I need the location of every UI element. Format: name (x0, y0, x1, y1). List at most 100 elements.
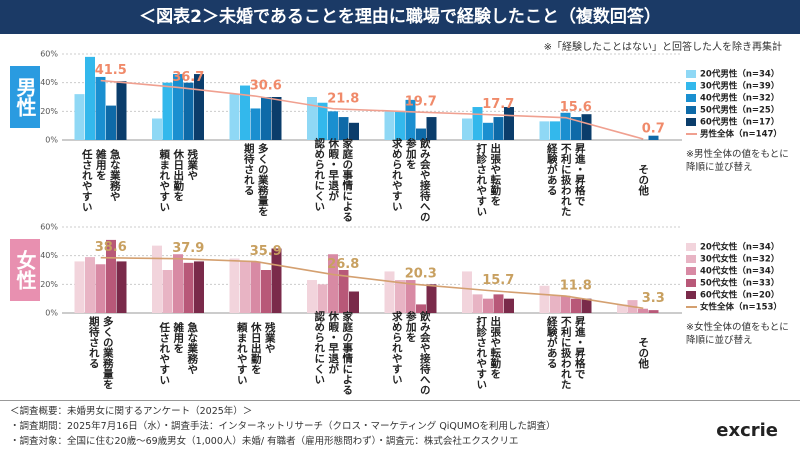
y-tick-label: 0% (45, 309, 58, 318)
bar (240, 261, 250, 313)
x-tick-label: その他 (637, 164, 650, 196)
value-label: 26.8 (327, 257, 359, 272)
legend-swatch (686, 82, 696, 90)
bar (426, 117, 437, 140)
legend-swatch (686, 94, 696, 102)
x-tick-label: その他 (637, 337, 650, 369)
x-tick-label: 急な業務や 雑用を 任されやすい (158, 321, 199, 385)
value-label: 0.7 (642, 121, 665, 136)
x-tick-label: 急な業務や 雑用を 任されやすい (80, 148, 121, 212)
bar (162, 270, 173, 313)
y-tick-label: 20% (40, 107, 58, 116)
legend-label: 40代女性（n=34） (700, 266, 779, 277)
bar (152, 245, 162, 313)
bar (338, 117, 349, 140)
bar (106, 239, 116, 313)
bar (229, 258, 240, 313)
legend-label: 20代女性（n=34） (700, 242, 779, 253)
legend-label: 女性全体（n=153） (700, 302, 782, 313)
bar (95, 264, 106, 313)
bar (571, 117, 581, 140)
bar (85, 56, 95, 140)
value-label: 35.9 (250, 244, 282, 259)
panel-label: 男性 (10, 66, 40, 128)
legend-label: 60代女性（n=20） (700, 290, 779, 301)
bar (250, 261, 261, 313)
bar (539, 285, 550, 313)
bar (581, 114, 592, 140)
bar (116, 81, 127, 140)
bar (638, 308, 648, 313)
bar (405, 280, 416, 313)
bar (617, 304, 627, 313)
bar (493, 117, 504, 140)
x-tick-label: 多くの業務量を 期待される (87, 316, 114, 390)
bar (338, 270, 349, 313)
bar (307, 280, 317, 313)
bar (539, 121, 550, 140)
bar (194, 74, 204, 140)
value-label: 17.7 (482, 97, 514, 112)
x-tick-label: 昇進・昇格で 不利に扱われた 経験がある (545, 316, 586, 390)
bar (483, 122, 493, 140)
bar (550, 121, 560, 140)
value-label: 36.7 (172, 70, 204, 85)
total-line (100, 256, 644, 310)
bar (395, 111, 405, 140)
value-label: 19.7 (405, 94, 437, 109)
bar (173, 74, 183, 140)
bar (317, 102, 328, 140)
footer-line: ＜調査概要：未婚男女に関するアンケート（2025年）＞ (10, 406, 253, 417)
legend-swatch (686, 279, 696, 287)
bar (472, 107, 483, 140)
bar (483, 298, 493, 313)
bar (384, 271, 395, 313)
legend-swatch (686, 243, 696, 251)
value-label: 11.8 (560, 279, 592, 294)
legend-swatch (686, 291, 696, 299)
note: ※「経験したことはない」と回答した人を除き再集計 (543, 42, 782, 53)
value-label: 15.7 (482, 273, 514, 288)
bar (462, 118, 472, 140)
legend-label: 50代男性（n=25） (700, 105, 779, 116)
legend-label: 60代男性（n=17） (700, 117, 779, 128)
bar (384, 111, 395, 140)
value-label: 37.9 (172, 241, 204, 256)
bar (395, 280, 405, 313)
legend-swatch (686, 255, 696, 263)
bar (116, 261, 127, 313)
panel-label: 女性 (10, 239, 40, 301)
value-label: 30.6 (250, 79, 282, 94)
bar (307, 97, 317, 140)
value-label: 3.3 (642, 291, 665, 306)
x-tick-label: 昇進・昇格で 不利に扱われた 経験がある (545, 143, 586, 217)
bar (426, 284, 437, 313)
total-line (100, 79, 644, 140)
value-label: 38.6 (95, 240, 127, 255)
bar (85, 257, 95, 313)
bar (416, 304, 426, 313)
bar (250, 108, 261, 140)
bar (328, 111, 338, 140)
bar (493, 294, 504, 313)
title: ＜図表2＞未婚であることを理由に職場で経験したこと（複数回答） (0, 0, 800, 34)
bar (271, 248, 282, 313)
value-label: 20.3 (405, 266, 437, 281)
x-tick-label: 出張や転勤を 打診されやすい (475, 316, 502, 390)
x-tick-label: 多くの業務量を 期待される (242, 143, 269, 217)
bar (74, 94, 85, 140)
footer-line: ・調査期間：2025年7月16日（水）・調査手法：インターネットリサーチ（クロス… (10, 421, 556, 432)
bar (349, 122, 359, 140)
x-tick-label: 出張や転勤を 打診されやすい (475, 143, 502, 217)
y-tick-label: 40% (40, 78, 58, 87)
bar (74, 261, 85, 313)
bar (271, 97, 282, 140)
legend-label: 40代男性（n=32） (700, 93, 779, 104)
y-tick-label: 20% (40, 280, 58, 289)
legend-label: 30代女性（n=32） (700, 254, 779, 265)
y-tick-label: 40% (40, 251, 58, 260)
bar (173, 254, 183, 313)
legend-swatch (686, 118, 696, 126)
legend-label: 20代男性（n=34） (700, 69, 779, 80)
